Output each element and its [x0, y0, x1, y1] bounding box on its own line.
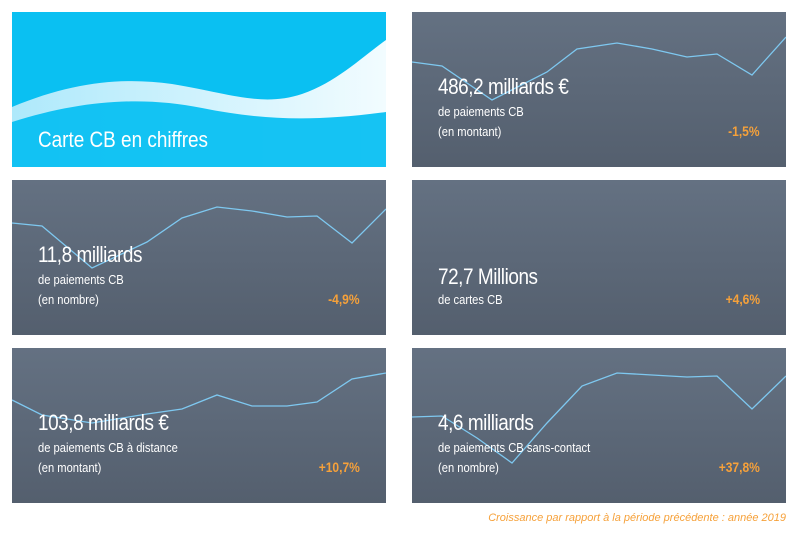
stat-label-unit: (en nombre) [38, 292, 99, 307]
stat-change: +37,8% [718, 459, 760, 475]
stat-tile-paiements-montant: 486,2 milliards € de paiements CB (en mo… [412, 12, 786, 167]
stat-value: 11,8 milliards [38, 242, 143, 267]
page-title: Carte CB en chiffres [38, 127, 209, 152]
stat-label: de paiements CB [438, 104, 524, 119]
footnote: Croissance par rapport à la période préc… [488, 512, 786, 524]
stat-value: 72,7 Millions [438, 264, 538, 289]
stat-value: 103,8 milliards € [38, 410, 169, 435]
stat-label: de paiements CB à distance [38, 440, 178, 455]
stat-label: de paiements CB sans-contact [438, 440, 591, 455]
stat-value: 4,6 milliards [438, 410, 534, 435]
stat-change: -1,5% [728, 123, 760, 139]
stat-label: de cartes CB [438, 292, 503, 307]
stat-label-unit: (en montant) [438, 124, 502, 139]
stat-tile-cartes: 72,7 Millions de cartes CB +4,6% [412, 180, 786, 335]
sparkline [412, 372, 786, 464]
sparkline [12, 372, 386, 424]
stat-change: +10,7% [318, 459, 360, 475]
sparkline [412, 36, 786, 101]
stat-tile-sans-contact: 4,6 milliards de paiements CB sans-conta… [412, 348, 786, 503]
stat-label-unit: (en nombre) [438, 460, 499, 475]
hero-banner: Carte CB en chiffres [12, 12, 386, 167]
stat-tile-distance: 103,8 milliards € de paiements CB à dist… [12, 348, 386, 503]
stat-change: -4,9% [328, 291, 360, 307]
stat-label: de paiements CB [38, 272, 124, 287]
sparkline [12, 206, 386, 269]
stat-label-unit: (en montant) [38, 460, 102, 475]
hero-wave-graphic [12, 40, 386, 167]
stat-tile-paiements-nombre: 11,8 milliards de paiements CB (en nombr… [12, 180, 386, 335]
stat-change: +4,6% [725, 291, 760, 307]
stat-value: 486,2 milliards € [438, 74, 569, 99]
